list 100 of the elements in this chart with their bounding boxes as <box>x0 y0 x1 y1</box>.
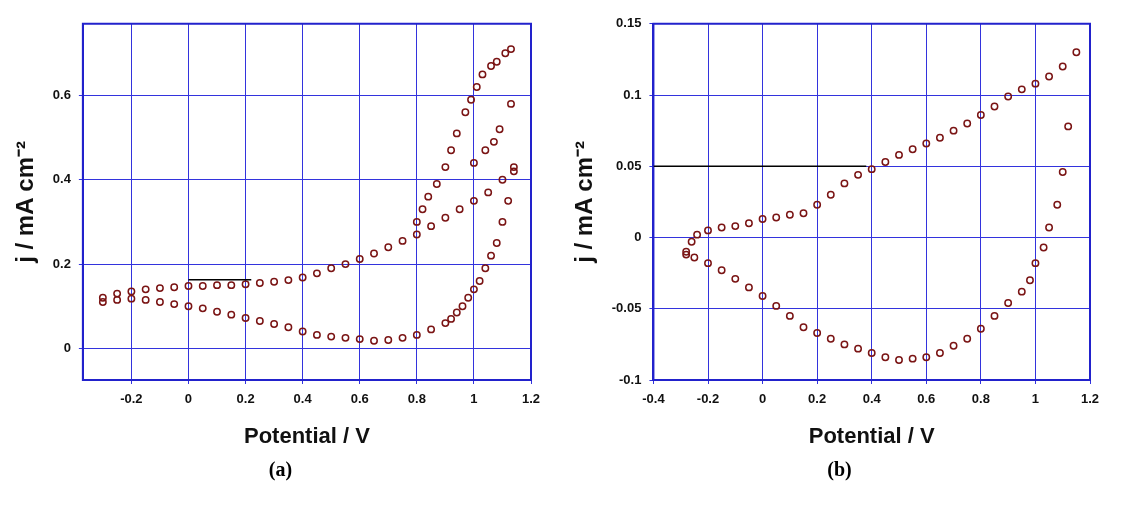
point <box>441 163 450 172</box>
point <box>854 344 863 353</box>
point <box>469 158 478 167</box>
x-tick-label: 0.2 <box>808 391 827 407</box>
point <box>1017 85 1026 94</box>
point <box>458 302 467 311</box>
point <box>867 165 876 174</box>
point <box>255 279 264 287</box>
point <box>170 283 179 292</box>
y-tick-label: 0.05 <box>616 157 642 173</box>
point <box>717 223 726 232</box>
point <box>976 111 985 119</box>
point <box>731 222 740 231</box>
point <box>241 314 250 322</box>
point <box>412 330 421 339</box>
x-axis-title: Potential / V <box>243 422 371 448</box>
point <box>255 317 264 325</box>
point <box>881 353 890 362</box>
point <box>1058 62 1067 71</box>
y-tick-label: 0 <box>63 339 71 355</box>
y-axis-title: j / mA cm⁻² <box>570 140 598 264</box>
point <box>487 251 495 260</box>
y-tick-label: 0.6 <box>52 87 71 103</box>
point <box>412 230 421 239</box>
point <box>854 170 863 179</box>
x-tick-label: 1 <box>470 391 478 407</box>
point <box>327 264 336 273</box>
point <box>98 293 107 302</box>
point <box>127 294 136 303</box>
point <box>826 190 835 199</box>
point <box>799 323 808 332</box>
point <box>908 145 917 154</box>
text: (a) <box>267 458 294 481</box>
x-tick-label: 0 <box>758 391 767 407</box>
point <box>170 300 179 309</box>
point <box>441 213 450 222</box>
point <box>963 334 972 343</box>
x-tick-label: 0 <box>184 391 193 407</box>
point <box>467 95 476 104</box>
point <box>495 125 504 134</box>
point <box>284 323 293 332</box>
point <box>427 222 436 231</box>
point <box>384 336 393 344</box>
point <box>341 333 350 342</box>
point <box>687 237 696 246</box>
point <box>227 281 236 290</box>
point <box>113 289 122 298</box>
y-tick-label: 0.2 <box>52 255 71 271</box>
point <box>155 298 164 306</box>
point <box>1031 79 1040 88</box>
x-tick-label: 0.4 <box>293 391 313 407</box>
point <box>949 126 958 135</box>
point <box>895 150 903 159</box>
point <box>412 217 421 226</box>
point <box>213 281 221 290</box>
point <box>327 332 336 341</box>
point <box>447 314 456 323</box>
x-tick-label: -0.2 <box>120 391 143 407</box>
text: (b) <box>826 458 853 481</box>
point <box>441 319 450 328</box>
point <box>704 226 712 235</box>
point <box>469 285 478 294</box>
point <box>744 219 753 228</box>
point <box>198 282 207 290</box>
y-tick-label: -0.1 <box>619 371 642 387</box>
y-tick-label: 0.4 <box>52 171 72 187</box>
point <box>475 276 484 285</box>
point <box>472 83 481 91</box>
point <box>184 282 193 290</box>
point <box>509 167 518 176</box>
point <box>867 348 876 357</box>
point <box>455 205 464 214</box>
point <box>498 217 507 226</box>
point <box>478 70 487 79</box>
x-tick-label: -0.4 <box>642 391 666 407</box>
point <box>355 255 364 263</box>
point <box>487 62 495 70</box>
point <box>298 327 307 336</box>
point <box>682 250 691 259</box>
point <box>772 213 781 222</box>
point <box>704 259 712 268</box>
point <box>1058 168 1067 176</box>
point <box>464 293 473 302</box>
point <box>424 192 433 201</box>
point <box>469 196 478 205</box>
point <box>840 340 849 349</box>
point <box>427 325 436 334</box>
point <box>384 243 393 252</box>
point <box>922 139 931 148</box>
point <box>507 99 515 108</box>
point <box>141 285 150 294</box>
x-tick-label: -0.2 <box>696 391 720 407</box>
point <box>198 304 207 313</box>
point <box>452 308 461 317</box>
point <box>398 333 407 342</box>
x-tick-label: 0.2 <box>236 391 255 407</box>
point <box>461 108 470 117</box>
point <box>284 276 293 285</box>
point <box>1045 223 1054 232</box>
point <box>184 302 193 311</box>
